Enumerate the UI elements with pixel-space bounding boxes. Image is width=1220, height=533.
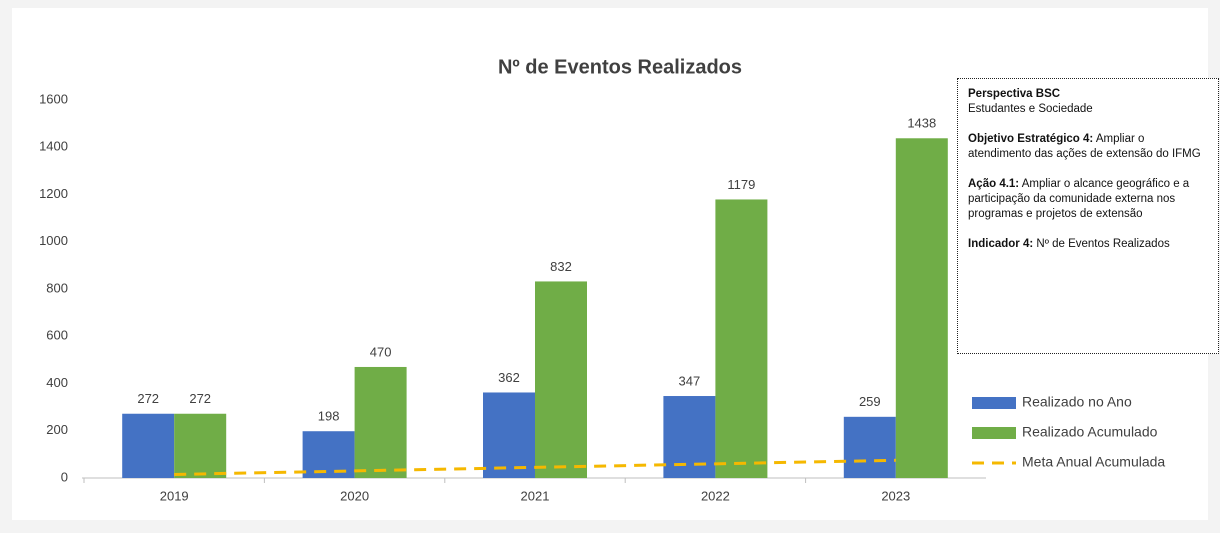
data-label: 347: [679, 373, 701, 388]
legend-label: Realizado Acumulado: [1022, 424, 1158, 440]
bar: [483, 392, 535, 478]
annotation-box: Perspectiva BSC Estudantes e Sociedade Ob…: [957, 78, 1219, 354]
data-label: 1438: [907, 116, 936, 131]
bar: [895, 138, 948, 478]
annotation-text: Ampliar o alcance geográfico e a partici…: [968, 178, 1190, 220]
data-label: 198: [318, 409, 340, 424]
data-label: 470: [370, 344, 392, 359]
annotation-heading: Perspectiva BSC: [968, 88, 1061, 100]
data-label: 259: [859, 394, 881, 409]
annotation-heading: Objetivo Estratégico 4:: [968, 133, 1094, 145]
data-label: 272: [137, 391, 159, 406]
y-tick-label: 1200: [39, 186, 68, 201]
y-tick-label: 800: [46, 280, 68, 295]
bar: [174, 413, 227, 478]
legend-swatch: [972, 397, 1016, 409]
y-tick-label: 0: [61, 469, 68, 484]
data-label: 272: [189, 391, 211, 406]
chart-title: Nº de Eventos Realizados: [498, 56, 742, 78]
x-tick-label: 2021: [521, 488, 550, 503]
legend-label: Meta Anual Acumulada: [1022, 454, 1165, 470]
y-tick-label: 1400: [39, 139, 68, 154]
data-label: 362: [498, 370, 520, 385]
y-tick-label: 400: [46, 375, 68, 390]
bar: [535, 281, 587, 478]
line: [174, 458, 896, 476]
legend-label: Realizado no Ano: [1022, 394, 1132, 410]
y-tick-label: 1000: [39, 233, 68, 248]
annotation-heading: Indicador 4:: [968, 238, 1034, 250]
y-tick-label: 200: [46, 422, 68, 437]
annotation-text: Nº de Eventos Realizados: [1036, 238, 1170, 250]
x-tick-label: 2019: [160, 488, 189, 503]
x-tick-label: 2022: [701, 488, 730, 503]
legend-swatch: [972, 427, 1016, 439]
annotation-heading: Ação 4.1:: [968, 178, 1020, 190]
bar: [663, 396, 716, 478]
data-label: 1179: [727, 177, 755, 192]
y-tick-label: 1600: [39, 91, 68, 106]
bar: [122, 413, 175, 478]
annotation: Ação 4.1: Ampliar o alcance geográfico e…: [968, 177, 1208, 222]
bar: [302, 431, 355, 478]
annotation: Perspectiva BSC Estudantes e Sociedade: [968, 87, 1208, 117]
x-tick-label: 2020: [340, 488, 369, 503]
annotation: Objetivo Estratégico 4: Ampliar o atendi…: [968, 132, 1208, 162]
bar: [715, 199, 768, 478]
bar: [843, 416, 896, 478]
y-tick-label: 600: [46, 328, 68, 343]
annotation-text: Ampliar o atendimento das ações de exten…: [968, 133, 1201, 160]
data-label: 832: [550, 259, 572, 274]
x-tick-label: 2023: [881, 488, 910, 503]
annotation: Indicador 4: Nº de Eventos Realizados: [968, 237, 1208, 252]
annotation-text: Estudantes e Sociedade: [968, 103, 1093, 115]
bar: [354, 366, 407, 478]
